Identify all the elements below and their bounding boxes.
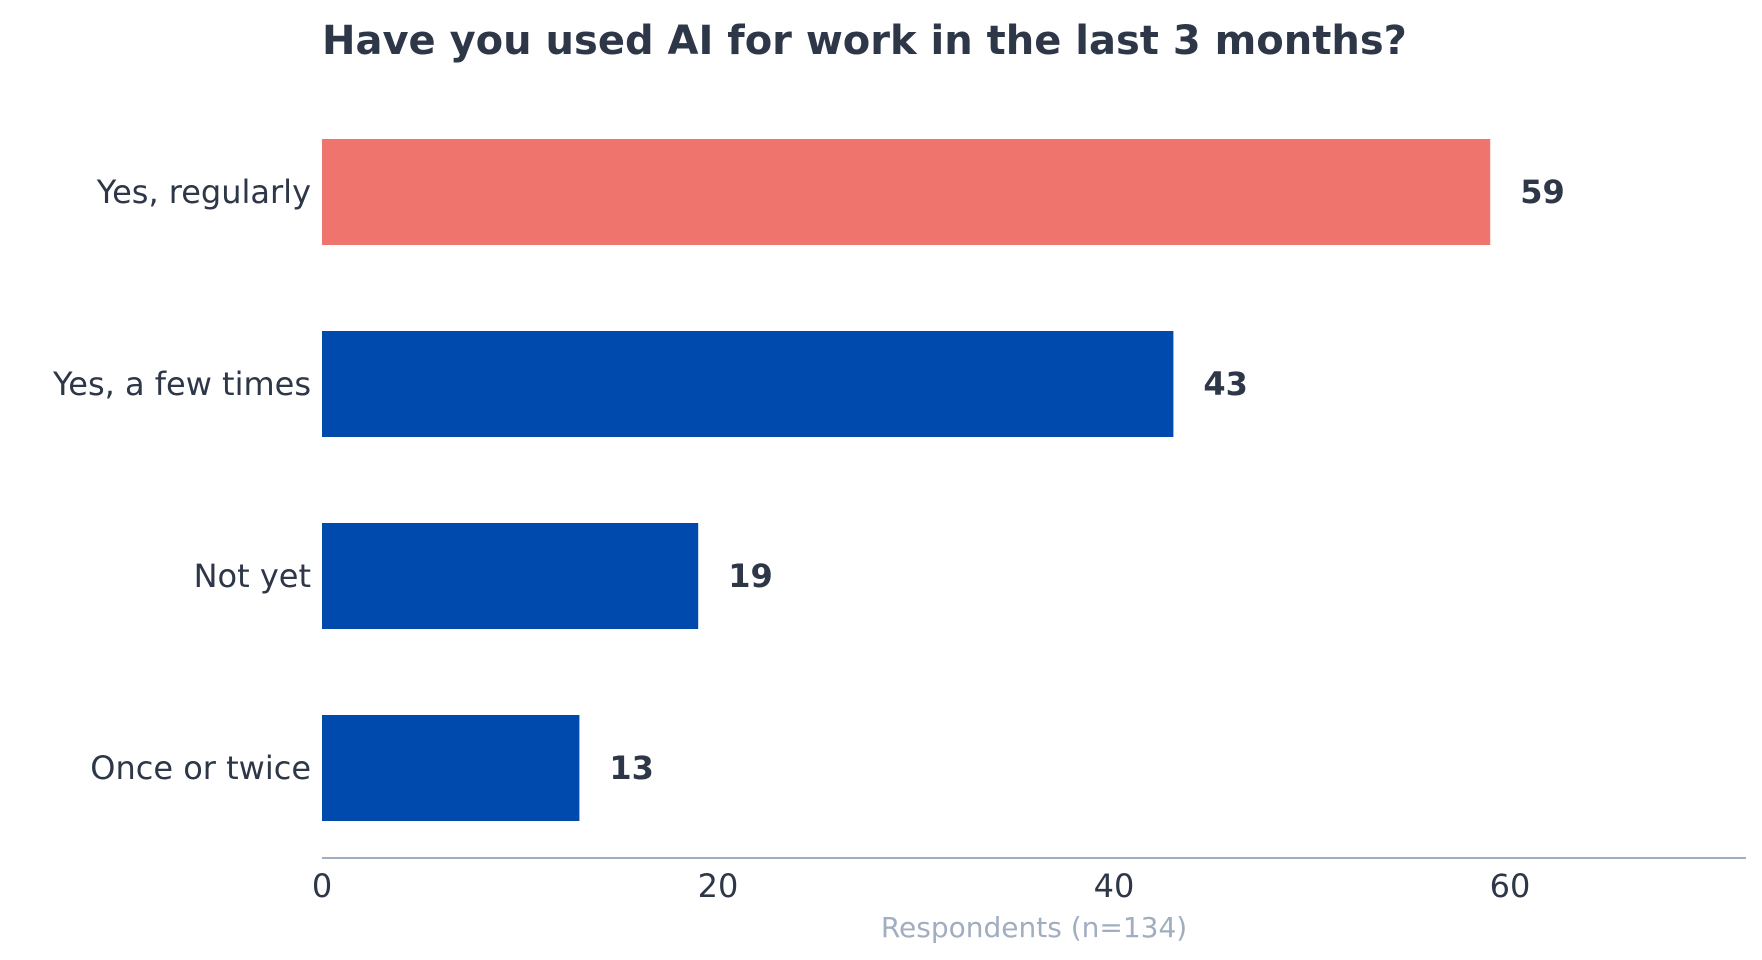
category-label-not-yet: Not yet [194, 557, 311, 595]
value-label-not-yet: 19 [728, 557, 773, 595]
x-tick-label-0: 0 [312, 867, 332, 905]
x-tick-label-20: 20 [698, 867, 739, 905]
value-label-yes-a-few-times: 43 [1203, 365, 1248, 403]
bar-yes-a-few-times [322, 331, 1174, 437]
x-axis-title: Respondents (n=134) [881, 911, 1187, 944]
chart-title: Have you used AI for work in the last 3 … [322, 18, 1407, 64]
x-tick-label-60: 60 [1490, 867, 1531, 905]
category-label-yes-regularly: Yes, regularly [96, 173, 311, 211]
category-label-yes-a-few-times: Yes, a few times [52, 365, 311, 403]
bars-group [322, 139, 1491, 821]
bar-yes-regularly [322, 139, 1491, 245]
category-label-once-or-twice: Once or twice [90, 749, 311, 787]
x-axis-ticks-group: 0 20 40 60 [312, 867, 1531, 905]
bar-not-yet [322, 523, 699, 629]
value-label-yes-regularly: 59 [1520, 173, 1565, 211]
value-labels-group: 59 43 19 13 [609, 173, 1564, 787]
value-label-once-or-twice: 13 [609, 749, 654, 787]
category-labels-group: Yes, regularly Yes, a few times Not yet Onc… [52, 173, 311, 787]
x-tick-label-40: 40 [1094, 867, 1135, 905]
bar-once-or-twice [322, 715, 580, 821]
